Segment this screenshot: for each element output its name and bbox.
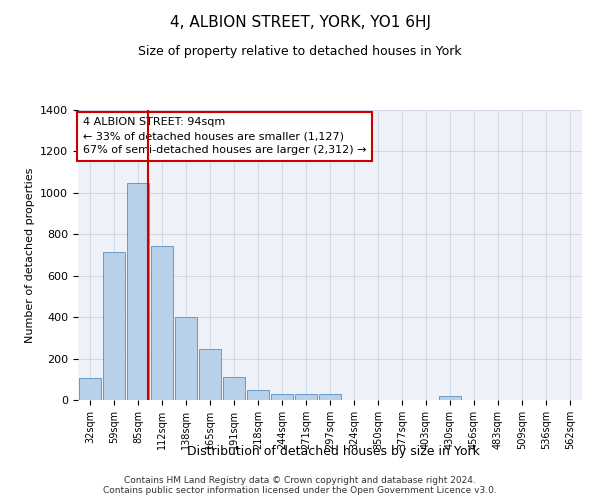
Bar bbox=[439, 396, 461, 400]
Text: Contains public sector information licensed under the Open Government Licence v3: Contains public sector information licen… bbox=[103, 486, 497, 495]
Bar bbox=[223, 377, 245, 400]
Bar bbox=[103, 252, 125, 400]
Bar bbox=[151, 246, 173, 400]
Bar bbox=[127, 183, 149, 400]
Text: 4, ALBION STREET, YORK, YO1 6HJ: 4, ALBION STREET, YORK, YO1 6HJ bbox=[170, 15, 431, 30]
Text: Size of property relative to detached houses in York: Size of property relative to detached ho… bbox=[138, 45, 462, 58]
Bar bbox=[319, 394, 341, 400]
Text: Contains HM Land Registry data © Crown copyright and database right 2024.: Contains HM Land Registry data © Crown c… bbox=[124, 476, 476, 485]
Bar bbox=[79, 378, 101, 400]
Bar bbox=[295, 394, 317, 400]
Bar bbox=[175, 317, 197, 400]
Bar bbox=[271, 394, 293, 400]
Text: 4 ALBION STREET: 94sqm
← 33% of detached houses are smaller (1,127)
67% of semi-: 4 ALBION STREET: 94sqm ← 33% of detached… bbox=[83, 117, 367, 155]
Y-axis label: Number of detached properties: Number of detached properties bbox=[25, 168, 35, 342]
Bar bbox=[247, 390, 269, 400]
Bar bbox=[199, 349, 221, 400]
Text: Distribution of detached houses by size in York: Distribution of detached houses by size … bbox=[187, 444, 479, 458]
